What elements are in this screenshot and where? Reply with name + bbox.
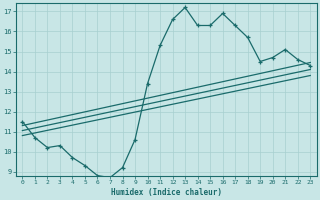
X-axis label: Humidex (Indice chaleur): Humidex (Indice chaleur) (111, 188, 222, 197)
